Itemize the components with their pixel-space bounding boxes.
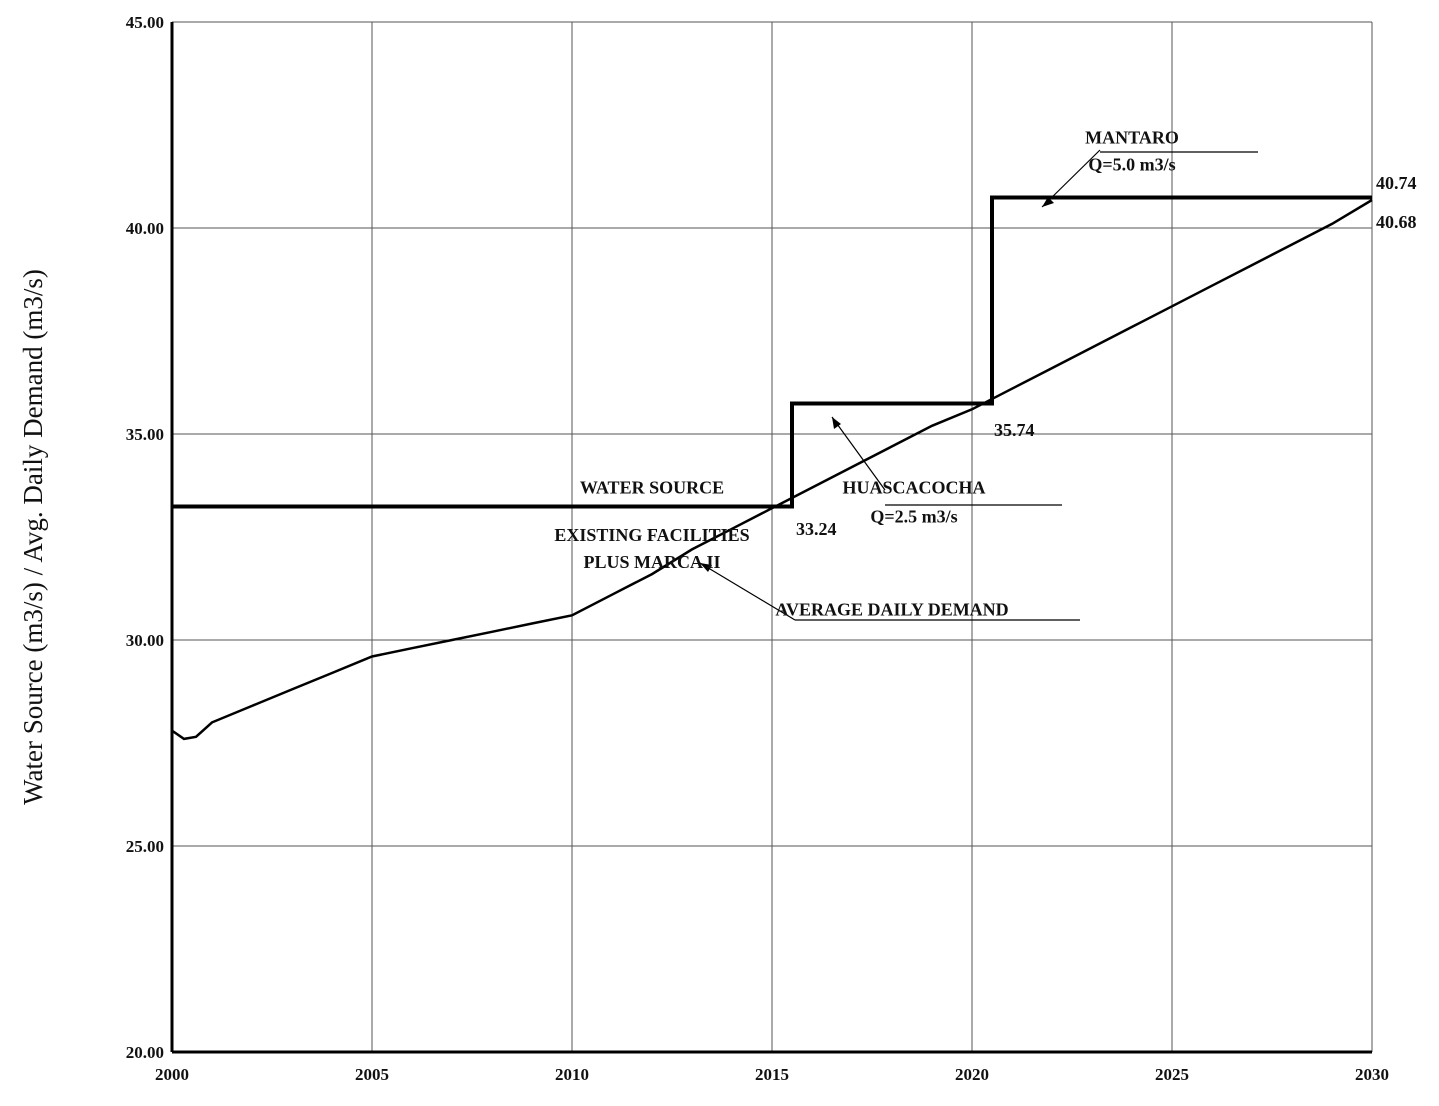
annotation-val-4068: 40.68 [1376, 212, 1417, 232]
annotation-val-3574: 35.74 [994, 420, 1035, 440]
x-tick-labels: 2000 2005 2010 2015 2020 2025 2030 [155, 1065, 1389, 1084]
x-tick-label-6: 2030 [1355, 1065, 1389, 1084]
annotation-existing-label: EXISTING FACILITIES [554, 525, 749, 545]
y-tick-label-5: 45.00 [126, 13, 164, 32]
annotation-val-4074: 40.74 [1376, 173, 1417, 193]
huascacocha-arrowhead [832, 417, 841, 429]
annotation-val-3324: 33.24 [796, 519, 837, 539]
y-tick-label-4: 40.00 [126, 219, 164, 238]
annotation-huasca-q: Q=2.5 m3/s [870, 507, 957, 527]
annotation-mantaro-q: Q=5.0 m3/s [1088, 154, 1175, 174]
y-tick-label-2: 30.00 [126, 631, 164, 650]
demand-arrowhead [700, 563, 712, 572]
huascacocha-leader [831, 416, 886, 491]
annotation-huasca-label: HUASCACOCHA [842, 478, 985, 498]
y-tick-labels: 20.00 25.00 30.00 35.00 40.00 45.00 [126, 13, 164, 1062]
x-tick-label-2: 2010 [555, 1065, 589, 1084]
annotation-demand-label: AVERAGE DAILY DEMAND [775, 599, 1008, 619]
grid-lines [172, 21, 1373, 1052]
y-tick-label-1: 25.00 [126, 837, 164, 856]
annotation-ws-label: WATER SOURCE [580, 478, 724, 498]
x-tick-label-3: 2015 [755, 1065, 789, 1084]
mantaro-leader [1041, 149, 1101, 208]
x-tick-label-1: 2005 [355, 1065, 389, 1084]
x-tick-label-5: 2025 [1155, 1065, 1189, 1084]
annotation-marca-label: PLUS MARCA II [583, 552, 720, 572]
x-tick-label-0: 2000 [155, 1065, 189, 1084]
leader-lines [699, 149, 1258, 621]
y-tick-label-0: 20.00 [126, 1043, 164, 1062]
demand-leader [699, 562, 796, 621]
y-axis-label: Water Source (m3/s) / Avg. Daily Demand … [18, 269, 48, 805]
average-daily-demand-line [171, 198, 1373, 741]
mantaro-arrowhead [1042, 197, 1054, 207]
x-tick-label-4: 2020 [955, 1065, 989, 1084]
annotation-mantaro-label: MANTARO [1085, 128, 1179, 148]
water-source-line [172, 195, 1372, 509]
annotations: WATER SOURCE EXISTING FACILITIES PLUS MARC… [554, 128, 1416, 620]
y-tick-label-3: 35.00 [126, 425, 164, 444]
